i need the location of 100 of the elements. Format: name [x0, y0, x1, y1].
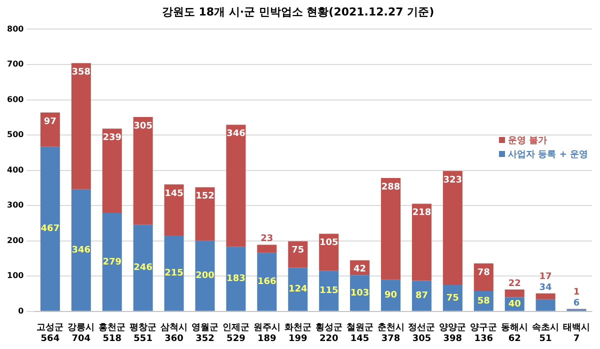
bar: [71, 189, 91, 311]
data-label: 23: [260, 234, 274, 244]
bar: [442, 284, 462, 311]
total-label: 62: [508, 334, 521, 344]
bar: [536, 299, 556, 311]
data-label: 183: [226, 274, 246, 284]
total-label: 398: [443, 334, 462, 344]
total-label: 136: [474, 334, 494, 344]
bar: [257, 252, 277, 311]
total-label: 189: [258, 334, 276, 344]
bar: [40, 146, 60, 311]
data-label: 97: [44, 116, 56, 127]
bar: [102, 128, 122, 213]
total-label: 564: [40, 334, 60, 344]
total-label: 551: [134, 334, 152, 344]
data-label: 6: [573, 298, 580, 308]
data-label: 346: [72, 245, 91, 256]
x-tick-label: 고성군: [36, 323, 64, 334]
data-label: 358: [72, 67, 91, 78]
data-label: 215: [164, 268, 184, 279]
total-label: 518: [102, 334, 122, 344]
data-label: 78: [477, 268, 490, 278]
x-tick-label: 양양군: [439, 323, 466, 334]
bar: [195, 187, 215, 241]
x-tick-label: 홍천군: [98, 323, 126, 334]
bar: [102, 212, 122, 311]
total-label: 529: [226, 334, 246, 344]
y-tick-label: 200: [6, 236, 24, 245]
x-tick-label: 강릉시: [68, 323, 95, 334]
data-label: 288: [381, 182, 400, 192]
bar: [381, 280, 401, 311]
data-label: 105: [319, 238, 338, 248]
x-tick-label: 태백시: [563, 323, 590, 334]
data-label: 145: [164, 188, 184, 199]
bar: [319, 270, 339, 311]
bar: [71, 63, 91, 190]
x-tick-label: 평창군: [130, 323, 157, 334]
y-tick-label: 400: [6, 165, 24, 174]
x-tick-label: 속초시: [532, 323, 560, 334]
x-tick-label: 정선군: [408, 323, 436, 334]
x-tick-label: 삼척시: [160, 323, 188, 334]
y-tick-label: 300: [6, 200, 24, 210]
chart-title: 강원도 18개 시·군 민박업소 현황(2021.12.27 기준): [162, 5, 434, 18]
data-label: 239: [102, 133, 122, 144]
bar: [164, 184, 184, 236]
y-tick-label: 700: [6, 60, 24, 69]
bar: [133, 224, 153, 311]
data-label: 246: [134, 263, 152, 274]
bar: [412, 280, 432, 311]
data-label: 346: [226, 129, 246, 140]
bar: [226, 246, 246, 311]
bar: [412, 204, 432, 281]
y-tick-label: 0: [18, 306, 24, 316]
total-label: 305: [412, 334, 432, 344]
x-tick-label: 철원군: [346, 323, 374, 334]
x-tick-label: 동해시: [501, 323, 528, 334]
data-label: 305: [134, 121, 152, 132]
data-label: 58: [477, 296, 490, 306]
x-tick-label: 춘천시: [377, 322, 404, 334]
data-label: 87: [415, 291, 428, 302]
data-label: 75: [292, 246, 304, 256]
data-label: 323: [443, 175, 462, 186]
bar: [288, 241, 308, 268]
data-label: 124: [288, 284, 308, 295]
bar: [164, 236, 184, 311]
data-label: 22: [508, 278, 521, 289]
bar: [536, 293, 556, 300]
total-label: 352: [196, 334, 214, 344]
legend-label: 운영 불가: [507, 135, 548, 148]
data-label: 166: [258, 277, 276, 288]
bar: [474, 263, 494, 291]
total-label: 704: [72, 334, 91, 344]
x-tick-label: 화천군: [284, 323, 312, 334]
bar: [442, 171, 462, 285]
data-label: 40: [508, 299, 521, 310]
data-label: 42: [354, 264, 366, 275]
bar: [226, 124, 246, 247]
data-label: 90: [384, 290, 398, 301]
bar: [257, 244, 277, 253]
data-label: 467: [40, 224, 60, 234]
bar: [133, 117, 153, 225]
data-label: 17: [539, 272, 552, 282]
x-tick-label: 인제군: [222, 323, 250, 334]
total-label: 51: [539, 334, 552, 344]
data-label: 115: [319, 286, 338, 296]
x-tick-label: 영월군: [191, 323, 218, 334]
data-label: 1: [573, 287, 580, 298]
x-tick-label: 횡성군: [315, 323, 342, 334]
total-label: 220: [319, 334, 338, 344]
bar: [381, 178, 401, 280]
data-label: 75: [446, 293, 459, 304]
data-label: 34: [539, 282, 552, 293]
bar: [288, 268, 308, 311]
total-label: 7: [573, 334, 580, 344]
x-tick-label: 양구군: [470, 323, 498, 334]
total-label: 199: [288, 334, 308, 344]
bar: [40, 112, 60, 147]
data-label: 279: [102, 257, 122, 268]
x-tick-label: 원주시: [253, 323, 280, 334]
data-label: 218: [412, 208, 432, 218]
